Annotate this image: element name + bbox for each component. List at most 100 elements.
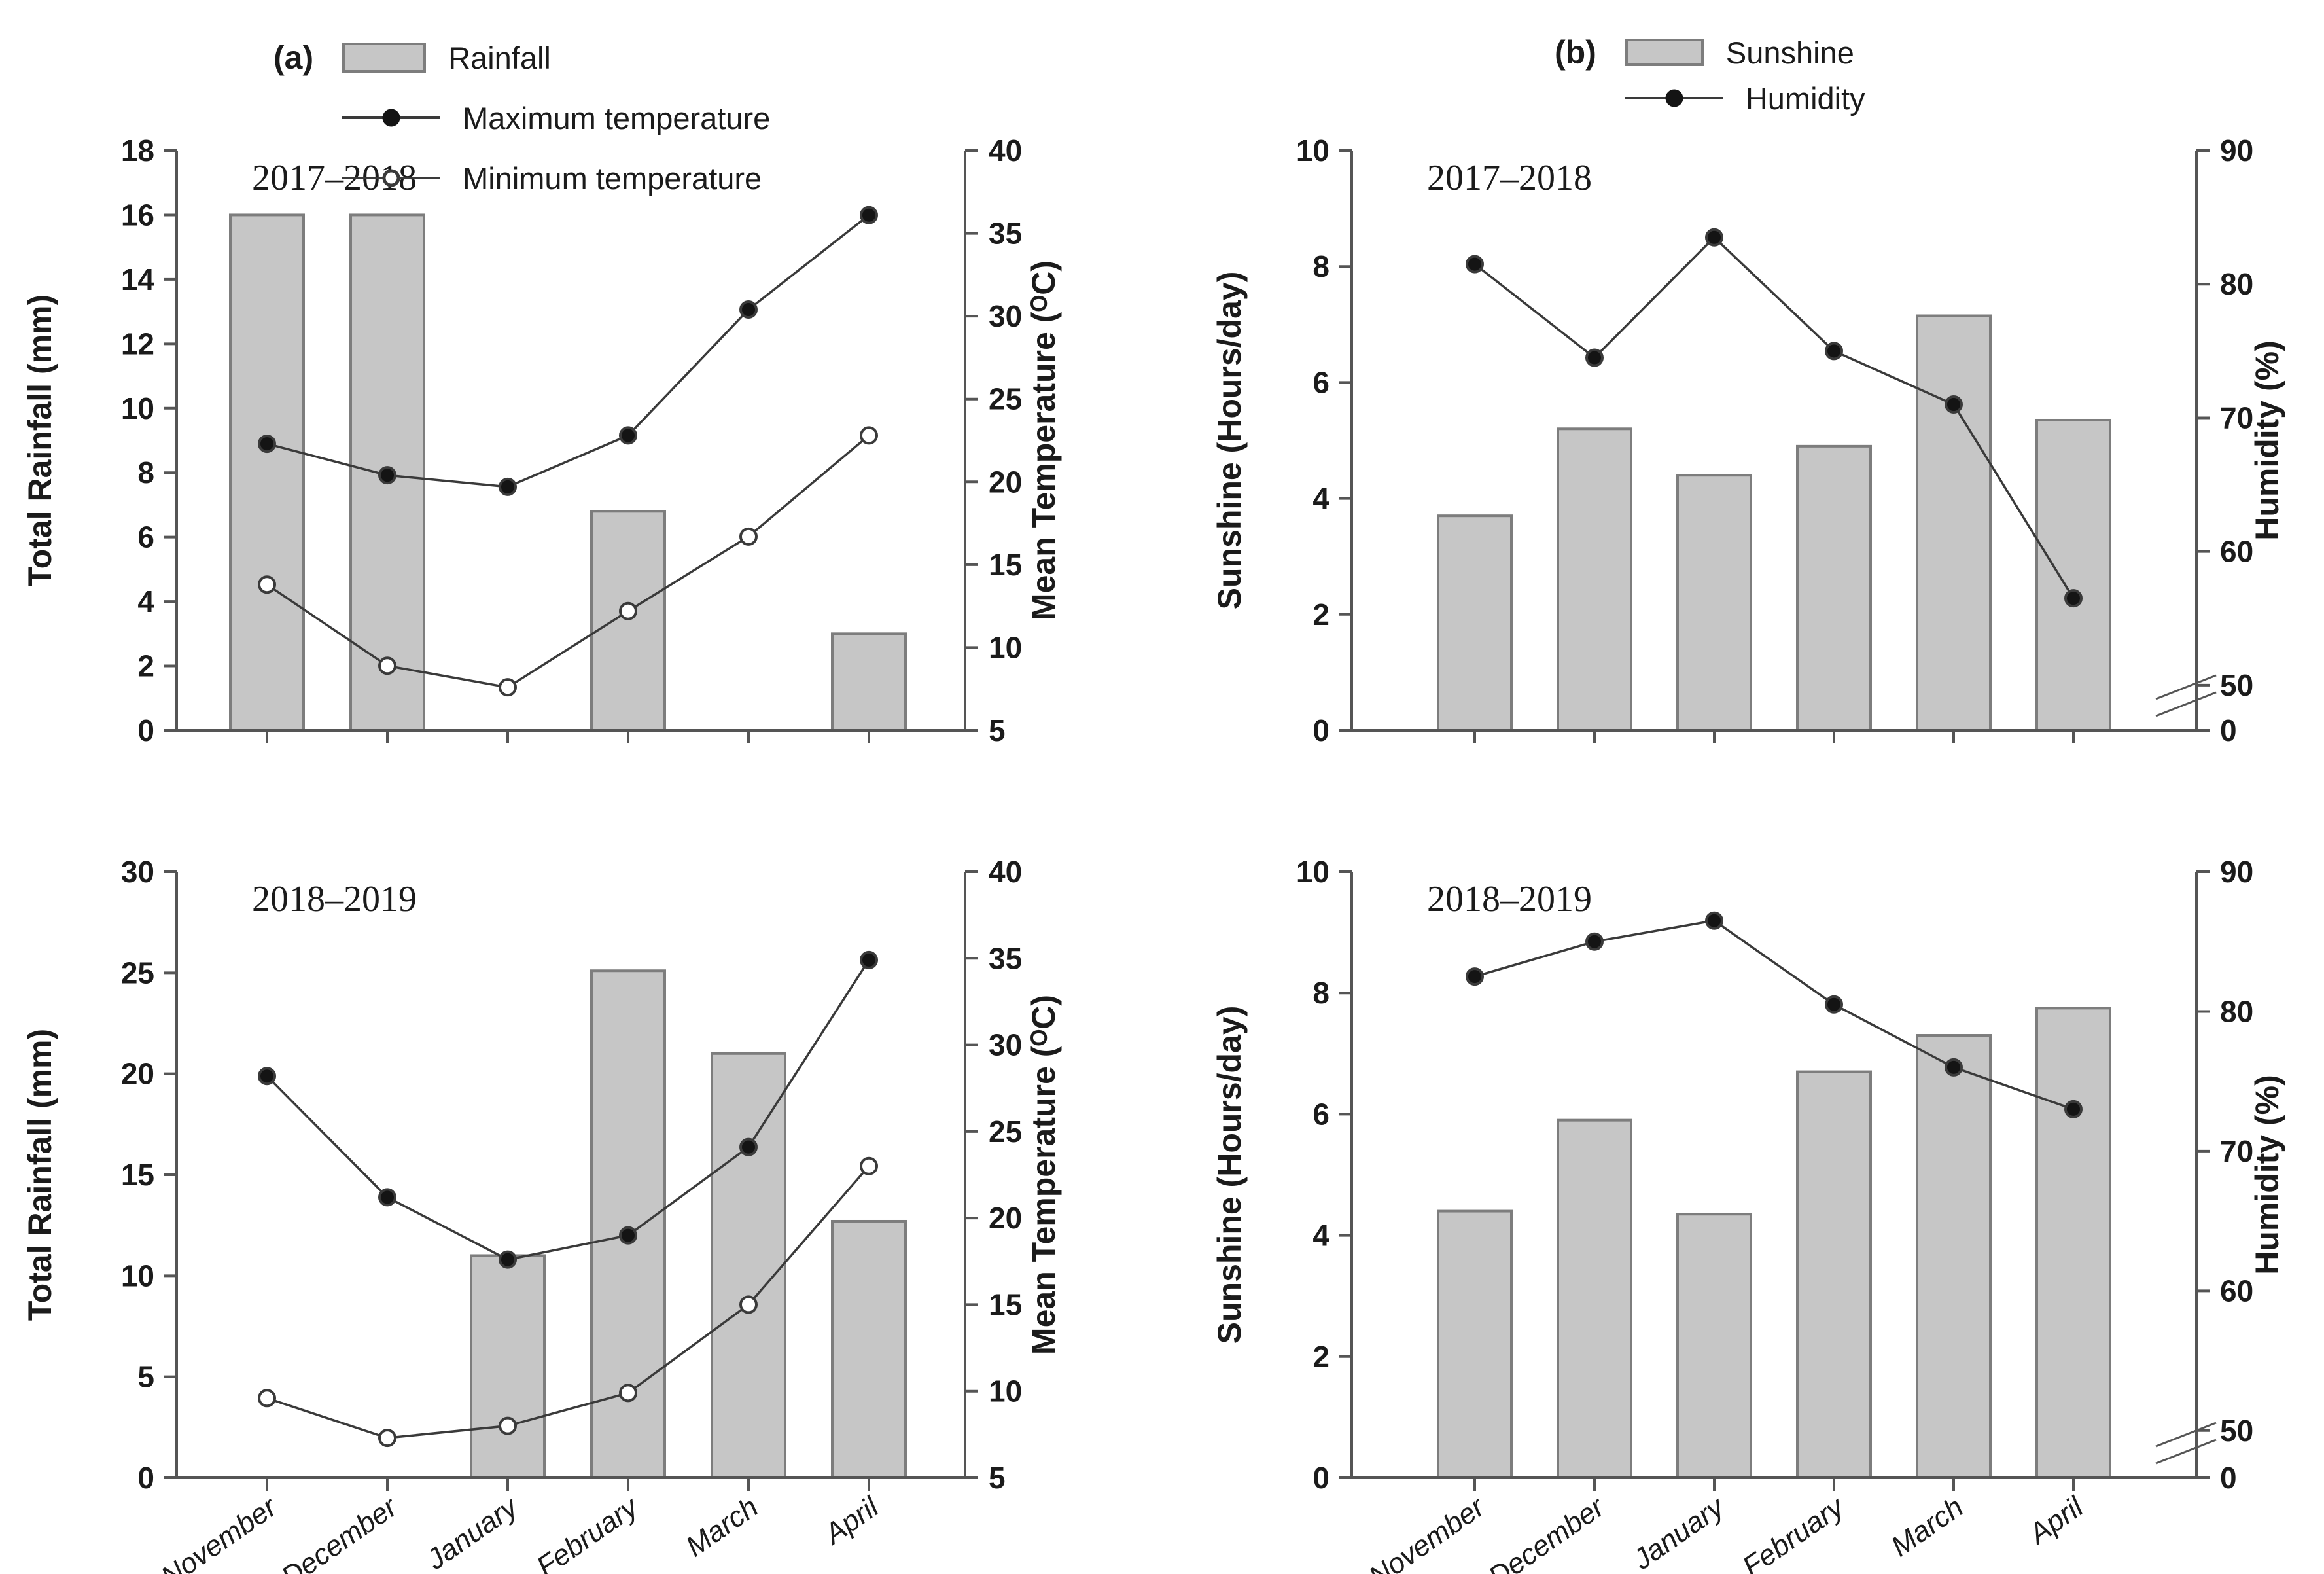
open-circle-march (739, 527, 758, 546)
filled-circle-december (1585, 932, 1604, 951)
left-tick-label: 6 (1312, 365, 1329, 399)
left-tick-label: 8 (1312, 249, 1329, 283)
filled-circle-december (1585, 348, 1604, 367)
year-annotation: 2018–2019 (1427, 879, 1592, 920)
open-circle-january (499, 1416, 517, 1435)
right-tick-label: 35 (989, 941, 1022, 975)
right-tick-label: 70 (2220, 401, 2253, 435)
right-tick-label: 70 (2220, 1134, 2253, 1168)
filled-circle-line-icon (1625, 83, 1723, 113)
filled-circle-november (1466, 255, 1484, 274)
filled-circle-april (860, 950, 878, 969)
legend-item-humidity: Humidity (1625, 80, 1865, 116)
right-tick-label: 5 (989, 713, 1006, 747)
left-tick-label: 25 (121, 956, 154, 990)
month-label-april: April (817, 1490, 885, 1551)
right-tick-label: 30 (989, 1028, 1022, 1062)
left-tick-label: 30 (121, 855, 154, 889)
filled-circle-april (2064, 1100, 2083, 1118)
open-circle-november (258, 1389, 276, 1408)
filled-circle-december (378, 1188, 396, 1207)
series-maximum-temperature (258, 206, 878, 496)
month-label-april: April (2022, 1490, 2090, 1551)
filled-circle-march (739, 1137, 758, 1156)
filled-circle-january (499, 477, 517, 496)
right-tick-label: 20 (989, 1201, 1022, 1235)
series-humidity (1466, 228, 2083, 608)
chart-sun_2018: 0 2 4 6 8 10 0 50 60 70 80 90 2018–2019 Sunshine (Hou… (1211, 855, 2285, 1574)
series-maximum-temperature (258, 950, 878, 1269)
right-tick-label: 40 (989, 855, 1022, 889)
filled-circle-february (619, 1226, 637, 1245)
right-tick-label: 60 (2220, 1274, 2253, 1308)
filled-circle-january (1705, 228, 1723, 247)
left-tick-label: 6 (1312, 1097, 1329, 1131)
left-tick-label: 4 (1312, 482, 1329, 516)
right-tick-label: 40 (989, 134, 1022, 168)
chart-sunshine-2017-2018: 0 2 4 6 8 10 0 50 60 70 80 90 2017–2018 Sunshine (Hou… (1211, 134, 2285, 747)
left-tick-label: 5 (137, 1360, 154, 1394)
right-axis-title: Mean Temperature (ᴼC) (1025, 260, 1062, 620)
filled-circle-november (1466, 967, 1484, 986)
left-tick-label: 18 (121, 134, 154, 168)
month-label-december: December (1483, 1490, 1611, 1574)
right-axis-title: Mean Temperature (ᴼC) (1025, 995, 1062, 1355)
year-annotation: 2017–2018 (1427, 158, 1592, 198)
left-tick-label: 0 (137, 713, 154, 747)
bar-sunshine-january (1676, 474, 1752, 732)
series-minimum-temperature (258, 1156, 878, 1448)
left-tick-label: 4 (137, 584, 154, 618)
bar-sunshine-january (1676, 1213, 1752, 1479)
left-tick-label: 0 (1312, 713, 1329, 747)
right-tick-label: 30 (989, 299, 1022, 333)
right-tick-label: 10 (989, 630, 1022, 664)
rainfall-swatch-icon (342, 43, 427, 73)
month-label-november: November (155, 1490, 283, 1574)
bar-sunshine-february (1796, 444, 1872, 732)
axes (164, 870, 978, 1491)
right-tick-label: 20 (989, 465, 1022, 499)
right-tick-label: 25 (989, 1115, 1022, 1149)
open-circle-december (378, 1429, 396, 1448)
axes (164, 149, 978, 743)
month-label-january: January (421, 1490, 525, 1574)
month-label-february: February (531, 1490, 645, 1574)
left-tick-label: 10 (1296, 855, 1329, 889)
left-axis-title: Total Rainfall (mm) (22, 295, 58, 586)
open-circle-april (860, 426, 878, 445)
left-tick-label: 12 (121, 327, 154, 361)
filled-circle-april (2064, 589, 2083, 608)
legend-item-sunshine: Sunshine (1625, 34, 1865, 71)
filled-circle-march (1945, 395, 1963, 414)
open-circle-february (619, 601, 637, 620)
right-axis-title: Humidity (%) (2249, 1075, 2285, 1275)
series-line (1473, 236, 2075, 599)
filled-circle-march (739, 300, 758, 319)
bar-sunshine-november (1437, 514, 1513, 732)
right-tick-label: 50 (2220, 1414, 2253, 1448)
tick-labels: 0 2 4 6 8 10 0 50 60 70 80 90 (1296, 134, 2253, 747)
bar-sunshine-march (1916, 314, 1992, 732)
year-annotation: 2018–2019 (252, 879, 417, 920)
right-tick-label: 0 (2220, 1461, 2237, 1495)
month-label-november: November (1363, 1490, 1491, 1574)
month-label-december: December (275, 1490, 404, 1574)
left-tick-label: 10 (121, 1259, 154, 1293)
month-label-january: January (1627, 1490, 1732, 1574)
legend-sunshine-label: Sunshine (1725, 35, 1854, 70)
legend-panel-b: (b) Sunshine Humidity (1555, 34, 1865, 116)
chart-rain_2018: 0 5 10 15 20 25 30 5 10 15 20 25 30 35 40 2018–2019 Tota… (22, 855, 1062, 1574)
right-tick-label: 80 (2220, 267, 2253, 301)
left-tick-label: 10 (1296, 134, 1329, 168)
left-tick-label: 15 (121, 1158, 154, 1192)
left-tick-label: 20 (121, 1057, 154, 1091)
legend-item-rainfall: Rainfall (342, 39, 770, 76)
axes (1339, 870, 2210, 1491)
panel-b: (b) Sunshine Humidity 0 2 4 6 8 10 0 50 60 70 80 90… (1162, 0, 2324, 1574)
filled-circle-february (1825, 995, 1843, 1014)
filled-circle-january (499, 1250, 517, 1269)
left-tick-label: 16 (121, 198, 154, 232)
right-tick-label: 50 (2220, 668, 2253, 702)
bar-sunshine-december (1557, 1118, 1632, 1479)
legend-rainfall-label: Rainfall (448, 40, 551, 75)
